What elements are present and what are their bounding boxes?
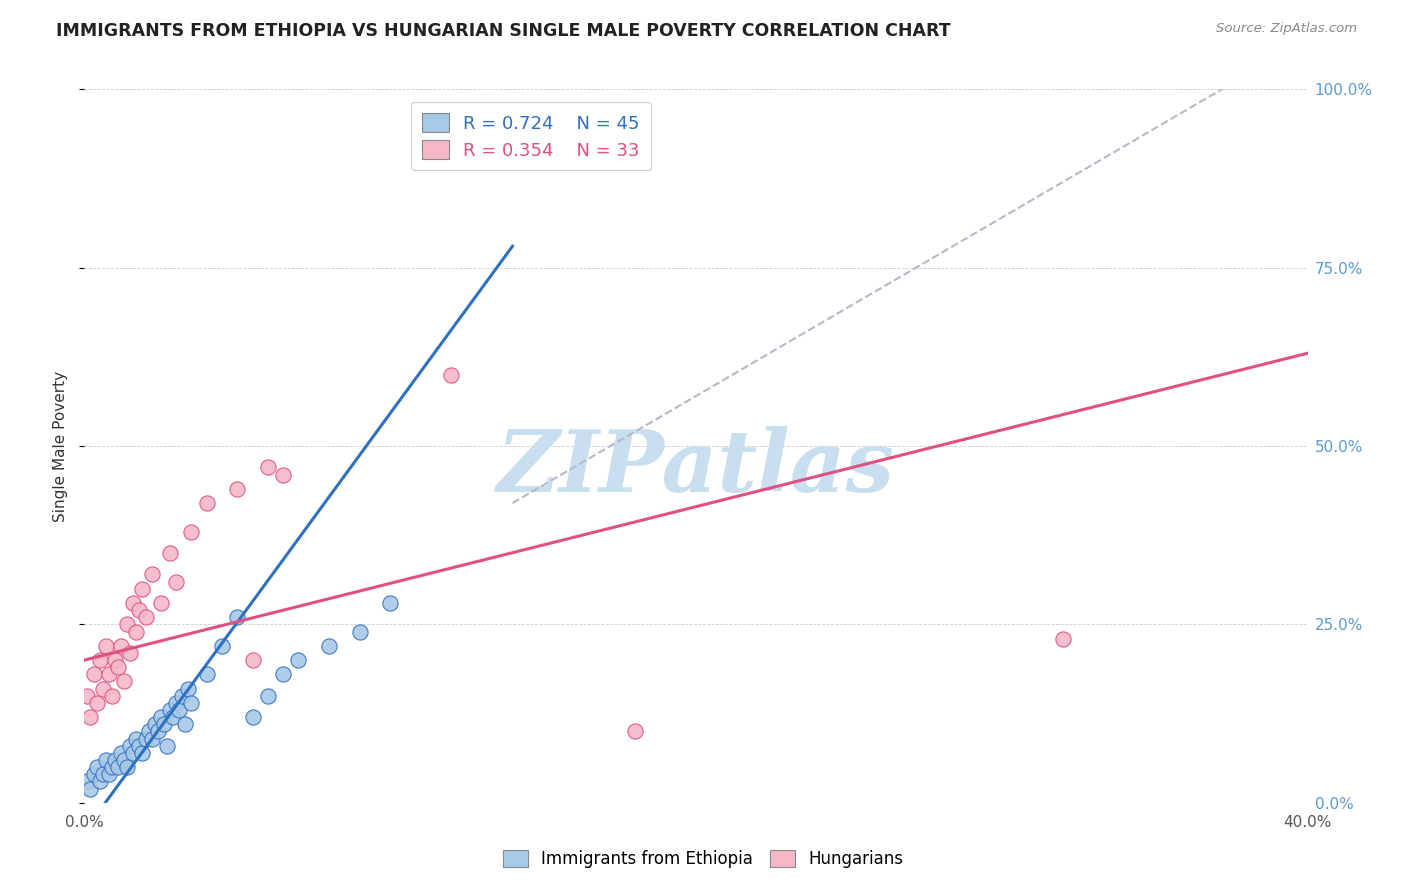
- Point: [76, 689, 98, 703]
- Point: [287, 653, 309, 667]
- Point: [162, 710, 184, 724]
- Point: [122, 596, 145, 610]
- Point: [167, 703, 190, 717]
- Point: [112, 753, 135, 767]
- Point: [128, 739, 150, 753]
- Point: [174, 717, 197, 731]
- Point: [271, 667, 294, 681]
- Point: [115, 617, 138, 632]
- Point: [107, 760, 129, 774]
- Point: [89, 653, 111, 667]
- Point: [153, 717, 176, 731]
- Point: [146, 724, 169, 739]
- Text: IMMIGRANTS FROM ETHIOPIA VS HUNGARIAN SINGLE MALE POVERTY CORRELATION CHART: IMMIGRANTS FROM ETHIOPIA VS HUNGARIAN SI…: [56, 22, 950, 40]
- Point: [242, 653, 264, 667]
- Point: [138, 724, 160, 739]
- Point: [257, 460, 280, 475]
- Point: [122, 746, 145, 760]
- Point: [94, 639, 117, 653]
- Text: Source: ZipAtlas.com: Source: ZipAtlas.com: [1216, 22, 1357, 36]
- Point: [349, 624, 371, 639]
- Point: [149, 710, 172, 724]
- Point: [125, 731, 148, 746]
- Point: [180, 696, 202, 710]
- Point: [149, 596, 172, 610]
- Point: [159, 703, 181, 717]
- Point: [195, 667, 218, 681]
- Point: [125, 624, 148, 639]
- Point: [112, 674, 135, 689]
- Point: [156, 739, 179, 753]
- Point: [79, 781, 101, 796]
- Point: [211, 639, 233, 653]
- Point: [226, 482, 249, 496]
- Point: [91, 681, 114, 696]
- Point: [135, 731, 157, 746]
- Point: [110, 639, 132, 653]
- Point: [143, 717, 166, 731]
- Point: [180, 524, 202, 539]
- Point: [440, 368, 463, 382]
- Point: [110, 746, 132, 760]
- Y-axis label: Single Male Poverty: Single Male Poverty: [53, 370, 69, 522]
- Point: [624, 724, 647, 739]
- Point: [104, 753, 127, 767]
- Point: [318, 639, 340, 653]
- Point: [165, 574, 187, 589]
- Legend: Immigrants from Ethiopia, Hungarians: Immigrants from Ethiopia, Hungarians: [496, 843, 910, 875]
- Point: [94, 753, 117, 767]
- Point: [131, 582, 153, 596]
- Point: [177, 681, 200, 696]
- Point: [271, 467, 294, 482]
- Point: [131, 746, 153, 760]
- Point: [83, 767, 105, 781]
- Point: [257, 689, 280, 703]
- Point: [101, 760, 124, 774]
- Point: [226, 610, 249, 624]
- Point: [97, 767, 120, 781]
- Point: [141, 731, 163, 746]
- Point: [107, 660, 129, 674]
- Point: [172, 689, 194, 703]
- Point: [97, 667, 120, 681]
- Point: [120, 646, 142, 660]
- Point: [195, 496, 218, 510]
- Point: [159, 546, 181, 560]
- Text: ZIPatlas: ZIPatlas: [496, 425, 896, 509]
- Point: [120, 739, 142, 753]
- Point: [104, 653, 127, 667]
- Point: [242, 710, 264, 724]
- Point: [91, 767, 114, 781]
- Point: [1052, 632, 1074, 646]
- Legend: R = 0.724    N = 45, R = 0.354    N = 33: R = 0.724 N = 45, R = 0.354 N = 33: [411, 102, 651, 170]
- Point: [165, 696, 187, 710]
- Point: [76, 774, 98, 789]
- Point: [86, 760, 108, 774]
- Point: [115, 760, 138, 774]
- Point: [141, 567, 163, 582]
- Point: [79, 710, 101, 724]
- Point: [380, 596, 402, 610]
- Point: [83, 667, 105, 681]
- Point: [86, 696, 108, 710]
- Point: [89, 774, 111, 789]
- Point: [128, 603, 150, 617]
- Point: [135, 610, 157, 624]
- Point: [101, 689, 124, 703]
